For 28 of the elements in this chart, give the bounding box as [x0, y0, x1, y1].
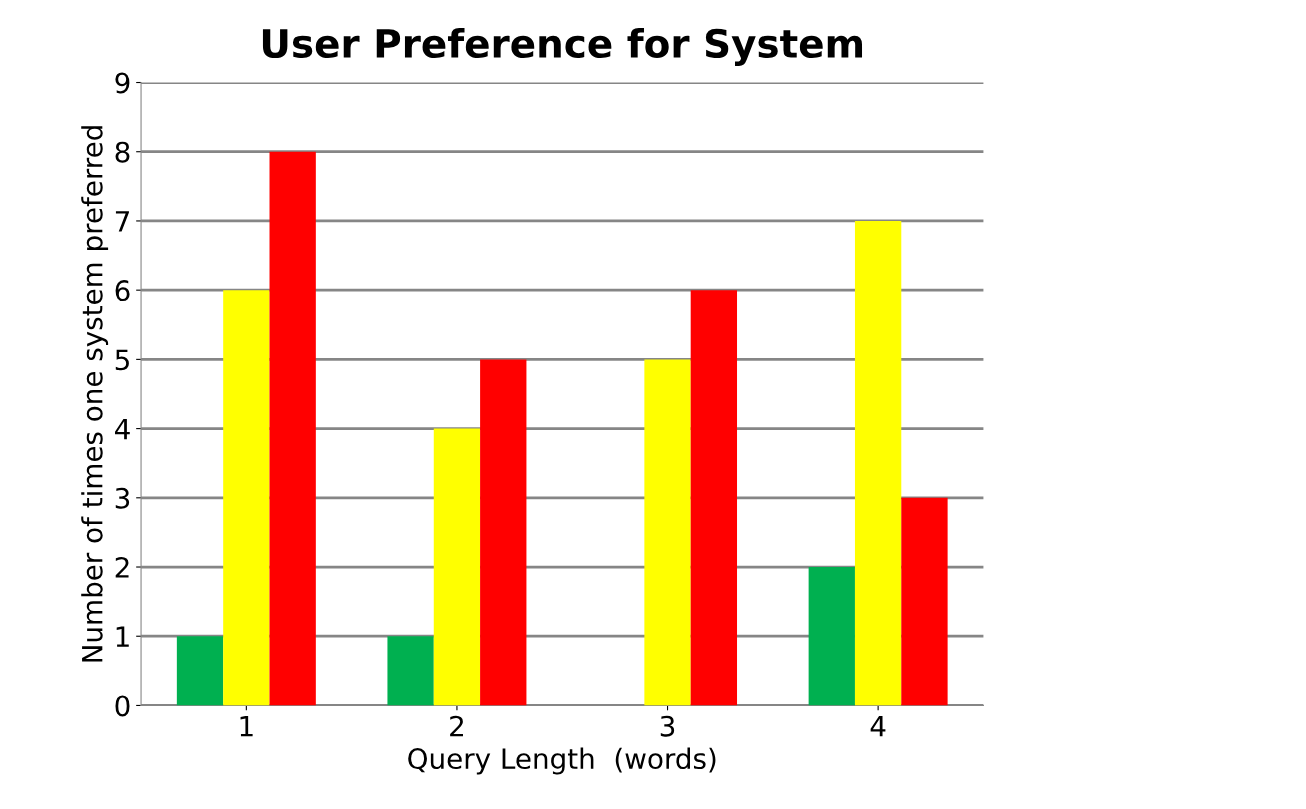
- y-tick-label: 9: [115, 72, 130, 94]
- bar: [644, 359, 691, 706]
- bar: [176, 636, 224, 706]
- y-axis-title: Number of times one system preferred: [81, 126, 109, 662]
- x-axis-title: Query Length (words): [408, 747, 716, 775]
- y-tick-label: 3: [115, 487, 130, 509]
- y-tick-label: 2: [115, 556, 129, 578]
- bar: [269, 151, 316, 706]
- y-tick-label: 1: [116, 626, 129, 647]
- bar: [901, 497, 948, 706]
- bar: [387, 636, 434, 706]
- chart-title: User Preference for System: [262, 27, 863, 66]
- x-tick-label: 1: [240, 716, 253, 737]
- bar: [854, 220, 902, 706]
- y-tick-label: 4: [115, 418, 130, 440]
- bar: [808, 567, 855, 706]
- bar: [480, 359, 527, 706]
- bar: [690, 290, 738, 706]
- y-tick-label: 5: [115, 349, 129, 371]
- y-tick-label: 0: [115, 695, 130, 717]
- bar: [433, 428, 481, 706]
- y-tick-label: 7: [115, 211, 129, 232]
- y-tick-label: 8: [115, 141, 130, 163]
- x-tick-label: 3: [660, 715, 675, 737]
- bar: [223, 290, 270, 706]
- x-tick-label: 4: [870, 716, 886, 737]
- y-tick-label: 6: [115, 280, 130, 302]
- x-tick-label: 2: [450, 715, 463, 737]
